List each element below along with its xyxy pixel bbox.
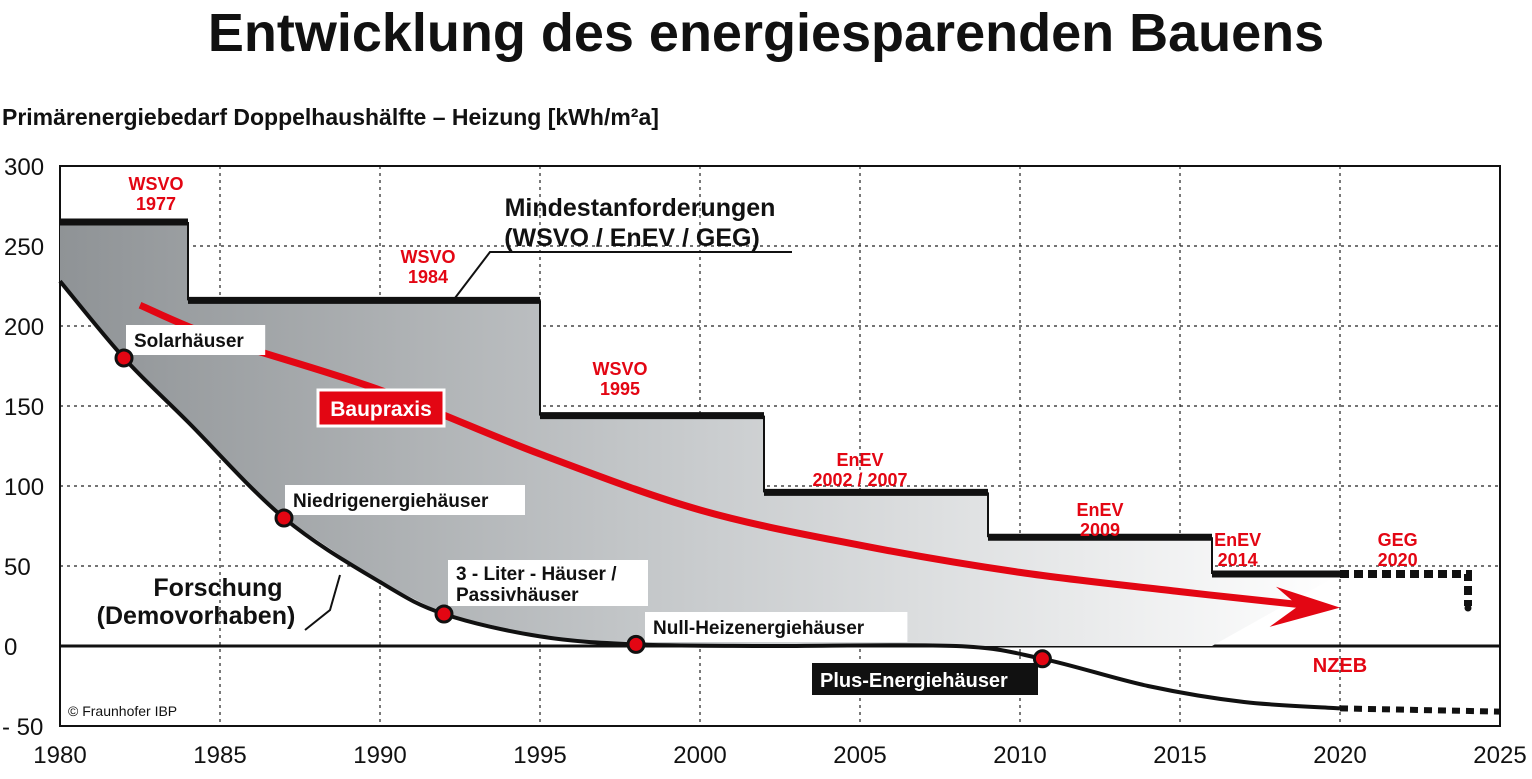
x-tick-label: 1980 bbox=[33, 742, 86, 769]
milestone-label: Passivhäuser bbox=[456, 585, 579, 606]
research-title: Forschung bbox=[153, 574, 282, 602]
baupraxis-label: Baupraxis bbox=[330, 398, 432, 421]
requirement-label-year: 2020 bbox=[1378, 550, 1418, 570]
research-subtitle: (Demovorhaben) bbox=[97, 602, 296, 630]
x-tick-label: 2000 bbox=[673, 742, 726, 769]
milestone-marker bbox=[434, 604, 454, 624]
requirement-label-year: 1995 bbox=[600, 379, 640, 399]
milestone-label-bg bbox=[645, 612, 908, 642]
requirement-label-name: WSVO bbox=[592, 359, 647, 379]
requirement-label-name: EnEV bbox=[836, 450, 883, 470]
chart-title: Entwicklung des energiesparenden Bauens bbox=[207, 3, 1325, 63]
requirement-label-year: 2014 bbox=[1218, 550, 1258, 570]
y-tick-label: 50 bbox=[4, 554, 31, 581]
milestone-label-bg bbox=[126, 325, 266, 355]
milestone-marker bbox=[274, 508, 294, 528]
y-axis-title: Primärenergiebedarf Doppelhaushälfte – H… bbox=[2, 104, 659, 130]
requirement-label-year: 2002 / 2007 bbox=[812, 470, 907, 490]
geg-end-dot bbox=[1464, 604, 1472, 612]
x-tick-label: 2010 bbox=[993, 742, 1046, 769]
x-tick-label: 2025 bbox=[1473, 742, 1526, 769]
y-tick-label: - 50 bbox=[2, 714, 43, 741]
milestone-label: Niedrigenergiehäuser bbox=[293, 491, 489, 512]
plot-border bbox=[59, 165, 1501, 727]
y-tick-label: 0 bbox=[4, 634, 17, 661]
x-tick-label: 1985 bbox=[193, 742, 246, 769]
milestone-label: Null-Heizenergiehäuser bbox=[653, 618, 865, 639]
requirement-label-name: GEG bbox=[1378, 530, 1418, 550]
milestone-label-bg bbox=[448, 560, 648, 606]
y-tick-label: 100 bbox=[4, 474, 44, 501]
requirement-label-year: 1984 bbox=[408, 267, 448, 287]
research-curve-dashed bbox=[1339, 705, 1501, 715]
y-tick-label: 250 bbox=[4, 234, 44, 261]
baupraxis-curve bbox=[138, 301, 1306, 609]
requirements-title: Mindestanforderungen bbox=[505, 194, 776, 222]
baupraxis-arrowhead bbox=[1269, 586, 1340, 627]
research-leader bbox=[304, 574, 341, 631]
nzeb-label: NZEB bbox=[1313, 655, 1367, 677]
requirement-label-year: 2009 bbox=[1080, 520, 1120, 540]
geg-step-dashed bbox=[1340, 570, 1472, 606]
milestone-label-bg bbox=[285, 485, 525, 515]
requirement-label-name: WSVO bbox=[400, 247, 455, 267]
requirement-label-year: 1977 bbox=[136, 194, 176, 214]
y-tick-label: 150 bbox=[4, 394, 44, 421]
x-tick-label: 2005 bbox=[833, 742, 886, 769]
requirements-steps bbox=[58, 218, 1501, 715]
requirement-label-name: EnEV bbox=[1214, 530, 1261, 550]
milestone-marker bbox=[626, 634, 646, 654]
x-tick-label: 2020 bbox=[1313, 742, 1366, 769]
requirement-label-name: EnEV bbox=[1076, 500, 1123, 520]
baupraxis-label-bg bbox=[316, 388, 446, 428]
x-tick-label: 1990 bbox=[353, 742, 406, 769]
requirements-subtitle: (WSVO / EnEV / GEG) bbox=[504, 224, 760, 252]
y-tick-label: 200 bbox=[4, 314, 44, 341]
milestone-label-bg bbox=[812, 663, 1038, 695]
copyright: © Fraunhofer IBP bbox=[68, 703, 177, 719]
research-curve bbox=[58, 279, 1341, 711]
x-tick-label: 2015 bbox=[1153, 742, 1206, 769]
milestone-marker bbox=[114, 348, 134, 368]
x-tick-label: 1995 bbox=[513, 742, 566, 769]
grid: 1980 1985 1990 1995 2000 2005 2010 2015 2020 2025… bbox=[2, 154, 1527, 769]
copyright-bg bbox=[64, 700, 204, 722]
y-tick-label: 300 bbox=[4, 154, 44, 181]
milestone-marker bbox=[1032, 649, 1052, 669]
requirement-label-name: WSVO bbox=[128, 174, 183, 194]
requirements-leader bbox=[454, 251, 792, 299]
milestone-label: Solarhäuser bbox=[134, 331, 244, 352]
milestone-label: Plus-Energiehäuser bbox=[820, 670, 1008, 692]
milestone-label: 3 - Liter - Häuser / bbox=[456, 564, 617, 585]
